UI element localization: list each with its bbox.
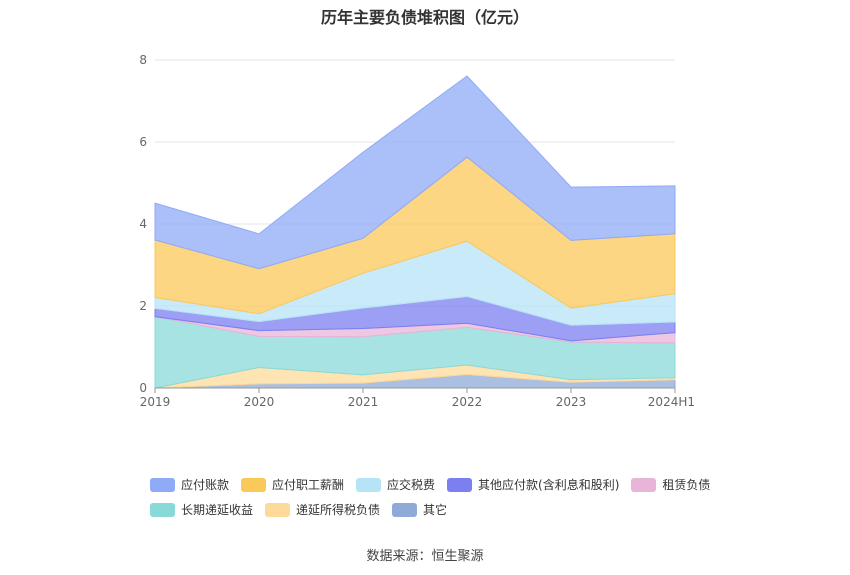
area-series <box>154 75 676 270</box>
chart-title: 历年主要负债堆积图（亿元） <box>320 8 529 27</box>
x-tick-label: 2019 <box>140 395 171 409</box>
y-tick-label: 4 <box>139 217 147 231</box>
legend-label: 应付账款 <box>181 478 230 492</box>
legend-item[interactable]: 应付职工薪酬 <box>241 476 344 493</box>
y-tick-label: 0 <box>139 381 147 395</box>
legend-row: 应付账款 应付职工薪酬 应交税费 其他应付款(含利息和股利) 租赁负债 <box>150 472 750 497</box>
legend-item[interactable]: 应交税费 <box>356 476 435 493</box>
legend-item[interactable]: 其它 <box>392 501 447 518</box>
legend-label: 递延所得税负债 <box>296 503 381 517</box>
legend-item[interactable]: 长期递延收益 <box>150 501 253 518</box>
legend-swatch <box>447 477 473 492</box>
x-tick-label: 2020 <box>244 395 275 409</box>
y-tick-label: 8 <box>139 53 147 67</box>
legend-label: 租赁负债 <box>662 478 711 492</box>
y-tick-label: 2 <box>139 299 147 313</box>
legend-row: 长期递延收益 递延所得税负债 其它 <box>150 497 750 522</box>
legend-label: 应付职工薪酬 <box>272 478 345 492</box>
chart-legend: 应付账款 应付职工薪酬 应交税费 其他应付款(含利息和股利) 租赁负债 长期递延收益 递延… <box>150 472 750 522</box>
legend-label: 长期递延收益 <box>181 503 254 517</box>
legend-swatch <box>265 502 291 517</box>
legend-swatch <box>150 502 175 517</box>
legend-item[interactable]: 其他应付款(含利息和股利) <box>447 476 619 493</box>
legend-swatch <box>150 477 175 492</box>
stacked-area-chart: 0 2 4 6 8 2019 2020 2021 2022 2023 2024H1 <box>139 53 695 409</box>
x-tick-label: 2021 <box>348 395 379 409</box>
legend-item[interactable]: 租赁负债 <box>631 476 710 493</box>
data-source: 数据来源：恒生聚源 <box>366 549 484 564</box>
legend-item[interactable]: 递延所得税负债 <box>265 501 380 518</box>
x-tick-label: 2023 <box>556 395 587 409</box>
x-tick-label: 2024H1 <box>648 395 695 409</box>
legend-label: 其他应付款(含利息和股利) <box>478 478 620 492</box>
y-tick-label: 6 <box>139 135 147 149</box>
legend-swatch <box>356 477 382 492</box>
legend-swatch <box>392 502 418 517</box>
legend-item[interactable]: 应付账款 <box>150 476 229 493</box>
legend-label: 应交税费 <box>387 478 436 492</box>
x-tick-label: 2022 <box>452 395 483 409</box>
legend-swatch <box>241 477 267 492</box>
legend-label: 其它 <box>423 503 448 517</box>
legend-swatch <box>631 477 657 492</box>
